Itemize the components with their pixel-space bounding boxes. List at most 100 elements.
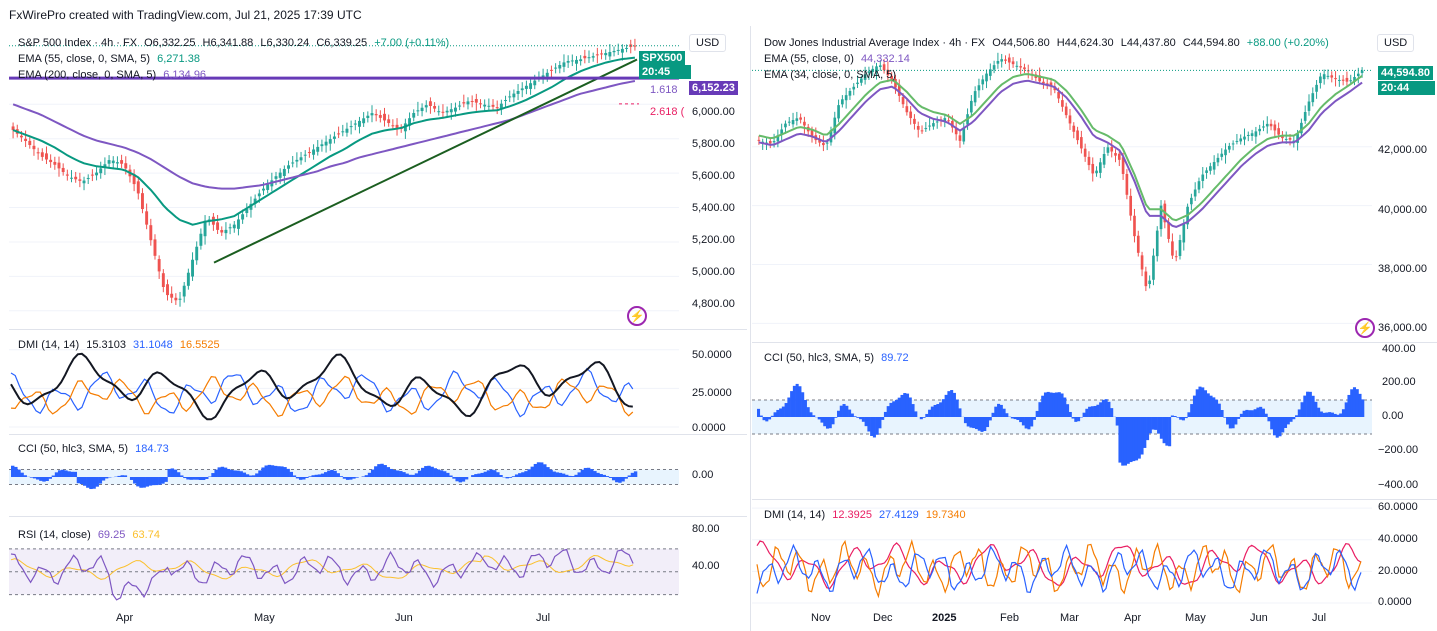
spx-cci-bar	[399, 471, 403, 477]
spx-candle-body	[328, 139, 332, 144]
spx-candle-body	[349, 126, 353, 128]
spx-candle-body	[253, 198, 257, 204]
dji-candle-body	[757, 139, 761, 141]
dji-cci-bar	[1325, 412, 1329, 417]
dji-ema55-value: 44,332.14	[860, 53, 910, 65]
spx-cci-bar	[546, 467, 550, 477]
spx-cci-bar	[345, 477, 350, 480]
spx-candle-body	[57, 162, 61, 169]
spx-cci-bar	[533, 463, 538, 477]
dji-candle-body	[1262, 126, 1265, 128]
spx-axis-5600: 5,600.00	[692, 170, 735, 182]
dji-cci-bar	[1159, 417, 1163, 439]
dji-cci-bar	[1231, 417, 1235, 429]
spx-cci-bar	[489, 469, 494, 477]
dji-candle-body	[1182, 223, 1186, 243]
dji-cci-bar	[1005, 413, 1009, 417]
dji-month-may: May	[1185, 612, 1206, 624]
dji-candle-body	[1212, 162, 1216, 170]
dji-cci-axis-200: 200.00	[1382, 376, 1416, 388]
dji-cci-bar	[1206, 393, 1210, 417]
spx-candle-body	[583, 55, 587, 59]
lightning-icon[interactable]: ⚡	[627, 306, 647, 326]
spx-currency-button[interactable]: USD	[689, 34, 727, 52]
dji-cci-bar	[994, 406, 998, 417]
spx-rsi-pane[interactable]: RSI (14, close) 69.25 63.74 80.00 40.00	[9, 517, 747, 609]
spx-candle-body	[274, 176, 278, 179]
spx-pane-divider-3	[9, 516, 747, 517]
spx-dmi-label: DMI (14, 14)	[18, 339, 80, 351]
spx-cci-bar	[424, 466, 428, 477]
spx-dmi-pane[interactable]: DMI (14, 14) 15.3103 31.1048 16.5525 50.…	[9, 330, 747, 433]
dji-cci-bar	[958, 408, 962, 417]
spx-price-pane[interactable]: S&P 500 Index · 4h · FX O6,332.25 H6,341…	[9, 32, 747, 328]
spx-candle-body	[512, 93, 516, 98]
dji-cci-bar	[886, 406, 890, 417]
spx-candle-body	[140, 193, 144, 210]
dji-candle-body	[951, 121, 954, 128]
spx-dmi-v1: 15.3103	[86, 339, 126, 351]
dji-open: O44,506.80	[992, 37, 1050, 49]
spx-candle-body	[616, 49, 620, 51]
spx-candle-body	[74, 176, 78, 180]
dji-cci-bar	[986, 417, 990, 428]
spx-candle-body	[145, 211, 149, 225]
dji-candle-body	[1072, 125, 1076, 132]
spx-candle-body	[28, 140, 32, 146]
spx-candle-body	[307, 152, 311, 154]
dji-cci-bar	[1259, 406, 1263, 417]
spx-candle-body	[262, 188, 265, 191]
dji-candle-body	[973, 91, 977, 103]
spx-candle-body	[479, 103, 482, 105]
dji-cci-bar	[1170, 415, 1174, 417]
spx-cci-bar	[76, 477, 81, 484]
spx-cci-bar	[577, 472, 581, 477]
dji-candle-body	[1178, 240, 1182, 256]
dji-cci-pane[interactable]: CCI (50, hlc3, SMA, 5) 89.72 400.00 200.…	[752, 343, 1437, 498]
dji-currency-button[interactable]: USD	[1377, 34, 1415, 52]
spx-axis-5400: 5,400.00	[692, 202, 735, 214]
dji-dmi-axis-40: 40.0000	[1378, 533, 1418, 545]
dji-candle-body	[1227, 145, 1231, 150]
spx-ema55-line	[12, 56, 636, 226]
dji-pane-divider-1	[752, 342, 1437, 343]
dji-cci-bar	[1088, 406, 1092, 417]
spx-cci-value: 184.73	[135, 443, 169, 455]
lightning-icon-right[interactable]: ⚡	[1355, 318, 1375, 338]
spx-candle-body	[161, 273, 165, 287]
dji-cci-bar	[859, 417, 863, 420]
spx-cci-bar	[86, 477, 90, 488]
spx-cci-bar	[342, 477, 347, 479]
spx-candle-body	[203, 220, 207, 237]
dji-candle-body	[1167, 222, 1170, 239]
spx-candle-body	[545, 72, 549, 77]
spx-cci-legend: CCI (50, hlc3, SMA, 5) 184.73	[18, 442, 173, 456]
spx-dmi-plus-line	[10, 367, 634, 418]
spx-candle-body	[287, 165, 290, 169]
dji-cci-bar	[1234, 417, 1238, 425]
dji-candle-body	[1019, 66, 1022, 68]
dji-cci-bar	[1333, 413, 1337, 417]
spx-candle-body	[541, 75, 545, 78]
spx-rsi-line	[10, 548, 634, 601]
spx-candle-body	[107, 160, 111, 164]
dji-candle-body	[1004, 59, 1007, 61]
spx-candle-body	[299, 157, 303, 161]
dji-candle-body	[916, 126, 920, 130]
spx-cci-pane[interactable]: CCI (50, hlc3, SMA, 5) 184.73 0.00	[9, 435, 747, 515]
spx-candle-body	[591, 56, 595, 58]
spx-cci-bar	[558, 472, 563, 477]
dji-cci-bar	[999, 404, 1003, 417]
dji-candle-body	[841, 99, 844, 105]
spx-cci-bar	[39, 477, 43, 481]
dji-price-plot	[752, 52, 1372, 324]
dji-cci-bar	[790, 391, 794, 417]
spx-candle-body	[11, 126, 15, 131]
dji-dmi-pane[interactable]: DMI (14, 14) 12.3925 27.4129 19.7340 60.…	[752, 500, 1437, 608]
dji-candle-body	[1292, 140, 1296, 142]
spx-candle-body	[124, 163, 128, 169]
dji-price-pane[interactable]: Dow Jones Industrial Average Index · 4h …	[752, 32, 1437, 341]
dji-change: +88.00 (+0.20%)	[1246, 37, 1329, 49]
spx-cci-bar	[248, 475, 253, 477]
spx-cci-bar	[170, 468, 175, 477]
